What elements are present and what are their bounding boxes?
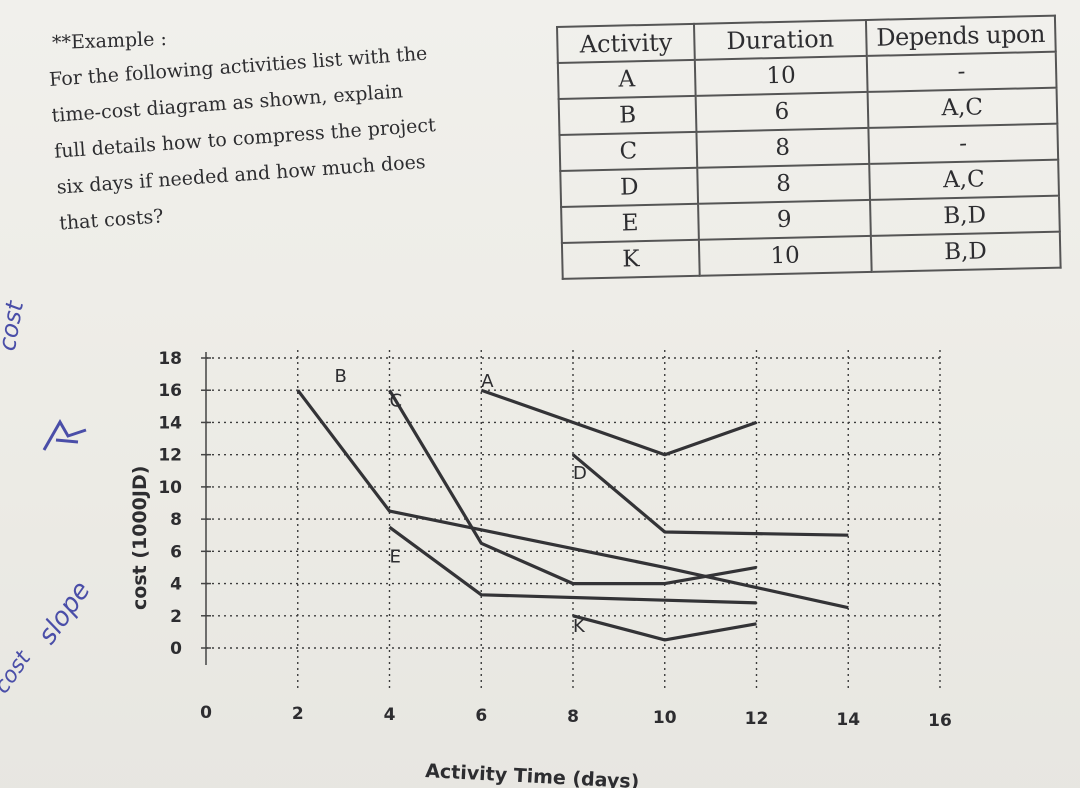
y-tick-label: 18 — [158, 349, 182, 369]
y-tick-labels: 0 2 4 6 8 10 12 14 16 18 — [158, 349, 182, 659]
x-tick-label: 14 — [836, 710, 860, 730]
x-tick-label: 6 — [475, 706, 487, 726]
chart-series — [296, 388, 849, 642]
series-label-B: B — [334, 366, 346, 387]
y-tick-label: 6 — [170, 542, 182, 562]
series-label-E: E — [390, 547, 401, 568]
y-tick-label: 14 — [158, 413, 182, 433]
handwritten-scribble-icon — [42, 418, 87, 451]
series-line-E — [388, 525, 757, 605]
y-tick-label: 12 — [158, 446, 182, 466]
series-line-A — [480, 388, 758, 457]
series-line-C — [388, 389, 757, 586]
x-tick-label: 0 — [200, 703, 212, 723]
x-tick-labels: 0 2 4 6 8 10 12 14 16 — [200, 703, 952, 731]
y-axis-title: cost (1000JD) — [129, 466, 151, 610]
y-tick-label: 16 — [158, 381, 182, 401]
x-tick-label: 10 — [653, 708, 677, 728]
series-line-K — [572, 614, 757, 642]
series-label-C: C — [390, 390, 403, 411]
series-labels: A B C D E K — [334, 366, 586, 637]
series-line-D — [571, 453, 849, 537]
y-tick-label: 4 — [170, 575, 182, 595]
x-tick-label: 8 — [567, 707, 579, 727]
chart-grid — [201, 350, 941, 690]
y-tick-label: 10 — [158, 478, 182, 498]
series-line-B — [296, 389, 849, 610]
bottom-strip — [0, 788, 1080, 806]
series-label-D: D — [573, 463, 587, 484]
y-tick-label: 2 — [170, 607, 182, 627]
x-tick-label: 2 — [292, 704, 304, 724]
x-tick-label: 4 — [384, 705, 396, 725]
y-tick-label: 8 — [170, 510, 182, 530]
y-tick-label: 0 — [170, 639, 182, 659]
x-tick-label: 16 — [928, 711, 952, 731]
series-label-K: K — [573, 616, 586, 637]
x-tick-label: 12 — [745, 709, 769, 729]
series-label-A: A — [481, 371, 494, 392]
